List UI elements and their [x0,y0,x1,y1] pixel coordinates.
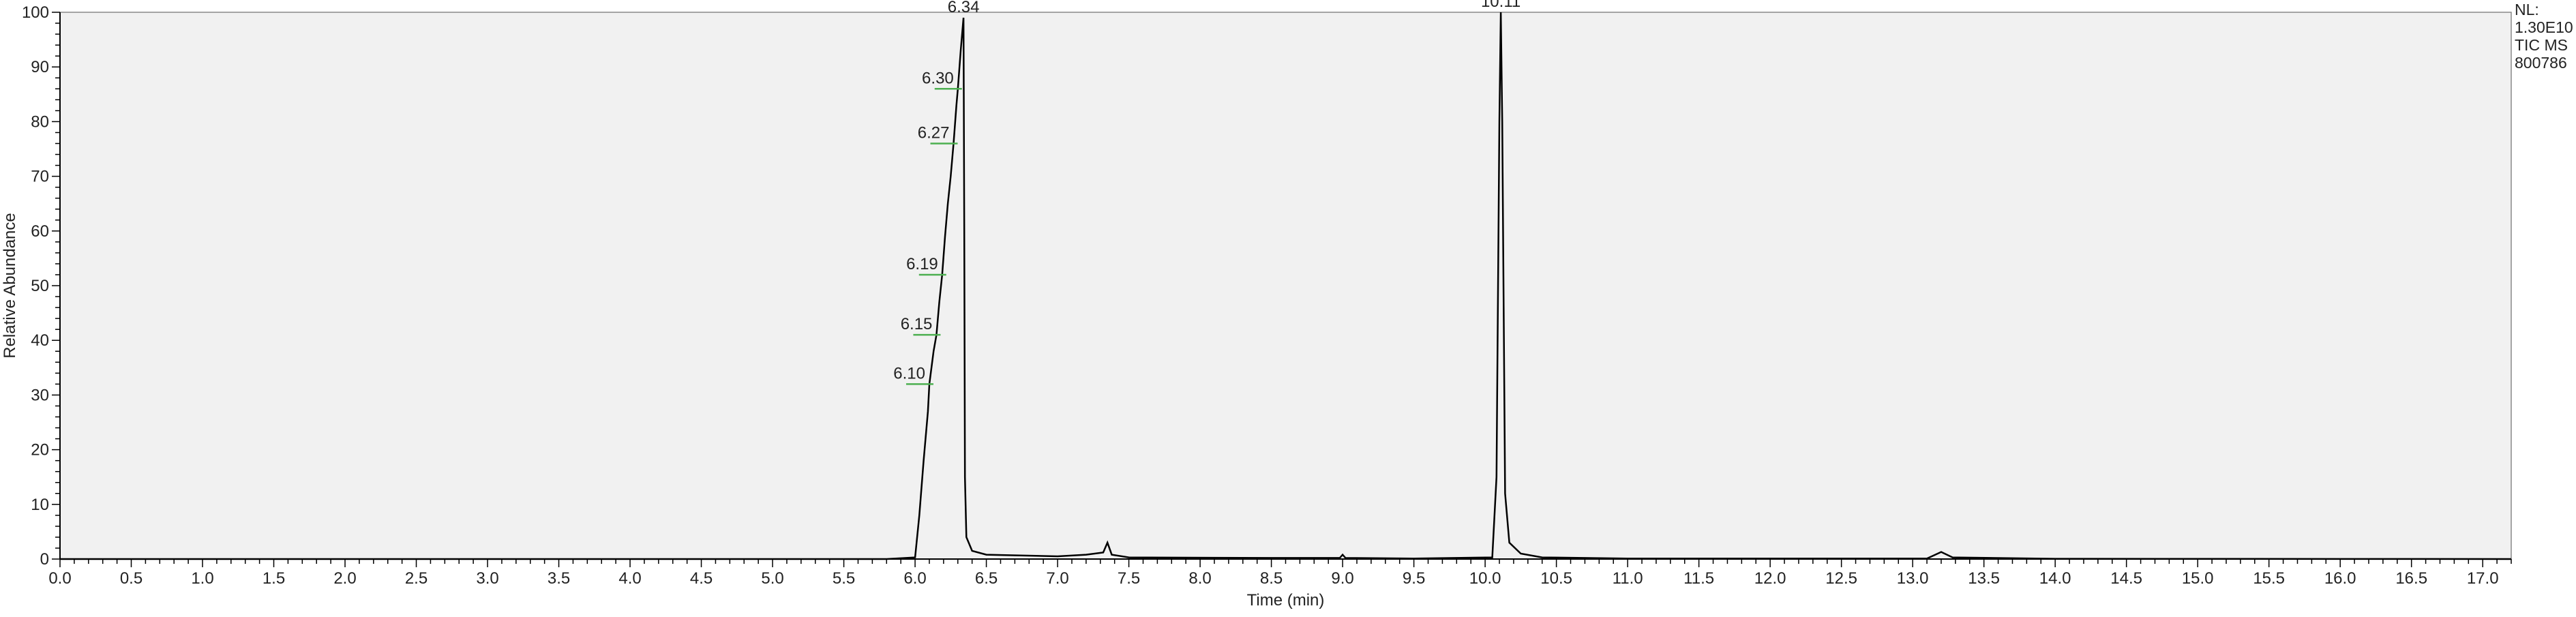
x-tick-label: 1.0 [191,569,213,588]
x-tick-label: 16.0 [2324,569,2356,588]
y-axis-title: Relative Abundance [1,213,19,359]
y-tick-label: 70 [31,168,49,186]
y-tick-label: 80 [31,112,49,131]
x-tick-label: 0.0 [48,569,71,588]
peak-label: 6.30 [922,69,954,87]
x-tick-label: 13.5 [1968,569,2000,588]
x-tick-label: 16.5 [2395,569,2427,588]
acquisition-info: NL: 1.30E10 TIC MS 800786 [2515,1,2573,72]
info-line-file: 800786 [2515,54,2567,72]
x-tick-label: 14.0 [2039,569,2071,588]
x-tick-label: 7.5 [1118,569,1140,588]
x-tick-label: 4.5 [690,569,713,588]
x-tick-label: 4.0 [618,569,641,588]
y-tick-label: 50 [31,277,49,295]
x-tick-label: 15.0 [2182,569,2214,588]
x-tick-label: 2.5 [405,569,428,588]
peak-label: 6.15 [901,315,933,333]
y-tick-label: 60 [31,222,49,241]
peak-label: 6.19 [906,255,938,273]
x-axis: 0.0 0.5 1.0 1.5 2.0 2.5 3.0 3.5 4.0 4.5 5.0 5.5 6.0 6… [48,558,2512,588]
peak-label: 6.27 [918,123,950,142]
x-tick-label: 1.5 [263,569,285,588]
y-tick-label: 30 [31,386,49,404]
x-tick-label: 12.0 [1754,569,1786,588]
y-tick-label: 20 [31,441,49,460]
x-tick-label: 9.0 [1331,569,1353,588]
y-axis: 0 10 20 30 40 50 60 70 80 90 100 [22,3,61,569]
x-tick-label: 17.0 [2467,569,2499,588]
x-tick-label: 5.5 [833,569,855,588]
x-tick-label: 0.5 [120,569,143,588]
x-tick-label: 6.5 [975,569,998,588]
y-tick-label: 40 [31,331,49,350]
x-tick-label: 11.5 [1683,569,1714,588]
plot-area [59,12,2512,560]
x-tick-label: 10.0 [1469,569,1501,588]
peak-label: 10.11 [1481,0,1521,11]
x-tick-label: 8.5 [1260,569,1283,588]
y-tick-label: 90 [31,58,49,76]
y-tick-label: 10 [31,496,49,514]
x-tick-label: 3.5 [548,569,570,588]
x-tick-label: 6.0 [903,569,926,588]
peak-label: 6.10 [893,364,925,382]
x-tick-label: 9.5 [1403,569,1425,588]
x-tick-label: 13.0 [1897,569,1929,588]
x-tick-label: 7.0 [1046,569,1068,588]
x-tick-label: 14.5 [2110,569,2142,588]
x-tick-label: 10.5 [1540,569,1572,588]
x-tick-label: 3.0 [476,569,498,588]
x-tick-label: 11.0 [1613,569,1643,588]
y-tick-label: 0 [40,550,49,569]
info-line-scan: TIC MS [2515,36,2568,54]
x-tick-label: 2.0 [333,569,356,588]
peak-labels: 6.34 10.11 6.30 6.27 6.19 6.15 6.10 [893,0,1521,382]
x-tick-label: 5.0 [761,569,783,588]
peak-label: 6.34 [948,0,980,16]
y-tick-label: 100 [22,3,49,22]
info-line-nl: NL: [2515,1,2539,18]
peak-markers [905,88,962,385]
info-line-nl-value: 1.30E10 [2515,18,2573,36]
x-tick-label: 15.5 [2253,569,2285,588]
x-tick-label: 12.5 [1825,569,1857,588]
x-tick-label: 8.0 [1188,569,1211,588]
tic-trace-line [60,12,2512,560]
x-axis-title: Time (min) [1247,591,1325,610]
